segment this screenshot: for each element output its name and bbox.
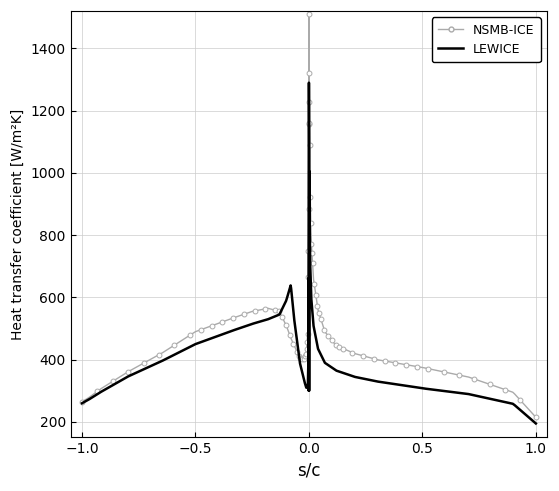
NSMB-ICE (297, 355, 304, 361)
LEWICE (207, 336, 214, 342)
NSMB-ICE (306, 99, 312, 105)
LEWICE (306, 80, 312, 85)
Line: LEWICE: LEWICE (82, 82, 536, 423)
Y-axis label: Heat transfer coefficient [W/m²K]: Heat transfer coefficient [W/m²K] (11, 109, 25, 340)
LEWICE (296, 355, 302, 361)
NSMB-ICE (301, 356, 307, 362)
X-axis label: s/c: s/c (297, 462, 321, 480)
LEWICE (315, 347, 322, 353)
NSMB-ICE (302, 354, 309, 359)
NSMB-ICE (301, 355, 308, 361)
NSMB-ICE (500, 386, 506, 392)
NSMB-ICE (306, 11, 312, 17)
LEWICE (79, 400, 86, 406)
LEWICE (533, 420, 539, 426)
NSMB-ICE (79, 399, 86, 405)
LEWICE (90, 394, 97, 400)
LEWICE (482, 395, 489, 401)
LEWICE (306, 220, 313, 226)
NSMB-ICE (533, 414, 539, 420)
Line: NSMB-ICE: NSMB-ICE (79, 12, 538, 420)
Legend: NSMB-ICE, LEWICE: NSMB-ICE, LEWICE (432, 17, 541, 62)
